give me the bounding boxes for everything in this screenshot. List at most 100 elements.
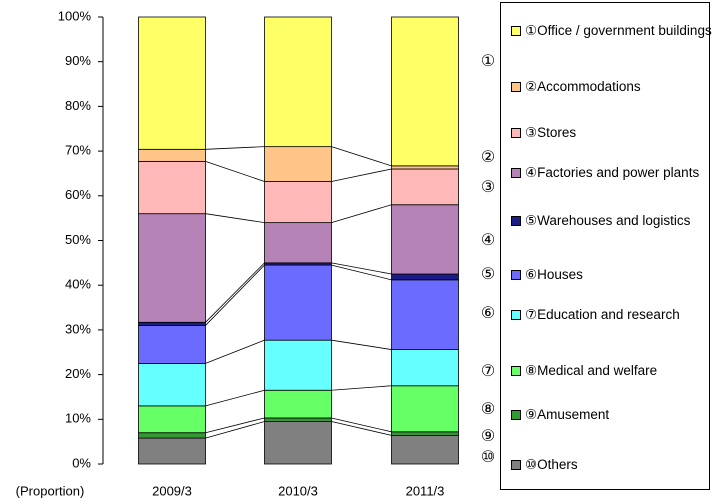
connector (205, 161, 265, 182)
bar-segment (391, 165, 459, 170)
legend-swatch (511, 460, 521, 470)
bar-segment (391, 204, 459, 275)
legend-label: ⑧Medical and welfare (525, 363, 658, 378)
bar-segment (138, 321, 206, 326)
bar-segment (264, 417, 332, 422)
bar-segment (264, 16, 332, 148)
connector (205, 264, 265, 326)
legend-label: ⑥Houses (525, 267, 583, 282)
legend-swatch (511, 310, 521, 320)
y-tick-label: 70% (65, 143, 91, 158)
connector (331, 264, 392, 281)
legend-label: ③Stores (525, 125, 577, 140)
legend-entry: ①Office / government buildings (511, 22, 716, 40)
connector (331, 339, 392, 350)
y-tick-label: 60% (65, 187, 91, 202)
connector (331, 262, 392, 275)
connector (331, 421, 392, 436)
y-tick-label: 30% (65, 321, 91, 336)
series-marker: ① (481, 53, 495, 70)
legend-label: ④Factories and power plants (525, 165, 700, 180)
legend-label: ②Accommodations (525, 79, 641, 94)
x-axis-label: (Proportion) (16, 483, 85, 498)
bar-segment (391, 16, 459, 167)
y-tick-label: 20% (65, 366, 91, 381)
bar-segment (138, 213, 206, 323)
series-marker: ⑦ (481, 363, 495, 380)
bar-segment (138, 405, 206, 434)
bar-segment (264, 146, 332, 182)
bar-segment (264, 389, 332, 419)
legend-swatch (511, 366, 521, 376)
chart: (Proportion) 0% 10% 20% 30% 40% 50% 60% 70% 80% 9… (16, 8, 495, 498)
y-tick-label: 80% (65, 98, 91, 113)
legend-entry: ⑤Warehouses and logistics (511, 212, 716, 230)
series-marker: ⑩ (481, 449, 495, 466)
legend-entry: ⑩Others (511, 456, 716, 474)
bar-segment (391, 168, 459, 206)
legend-entry: ④Factories and power plants (511, 164, 716, 182)
series-marker: ⑤ (481, 266, 495, 283)
y-tick-label: 10% (65, 411, 91, 426)
series-marker: ② (481, 149, 495, 166)
legend-entry: ⑥Houses (511, 266, 716, 284)
legend-entry: ⑧Medical and welfare (511, 362, 716, 380)
x-tick-label: 2010/3 (278, 483, 318, 498)
bar-segment (264, 421, 332, 465)
y-tick-label: 90% (65, 53, 91, 68)
bar-segment (391, 431, 459, 436)
bar-segment (138, 363, 206, 407)
connector (205, 417, 265, 434)
connector (205, 146, 265, 150)
legend-swatch (511, 216, 521, 226)
bar-segment (138, 16, 206, 150)
legend-label: ⑩Others (525, 457, 578, 472)
legend-label: ①Office / government buildings (525, 23, 712, 38)
y-tick-label: 0% (72, 455, 91, 470)
bar-segment (264, 181, 332, 224)
bar-segment (264, 264, 332, 341)
legend-label: ⑨Amusement (525, 407, 610, 422)
connector (205, 262, 265, 323)
legend-swatch (511, 410, 521, 420)
bar-segment (138, 160, 206, 215)
legend: ①Office / government buildings ②Accommoda… (500, 2, 712, 490)
bar-segment (391, 279, 459, 350)
bar-segment (138, 432, 206, 439)
series-marker: ⑥ (481, 305, 495, 322)
bar-segment (264, 339, 332, 391)
bar-segment (391, 385, 459, 433)
series-marker: ③ (481, 179, 495, 196)
x-tick-label: 2011/3 (406, 483, 445, 498)
x-tick-label: 2009/3 (152, 483, 192, 498)
legend-entry: ③Stores (511, 124, 716, 142)
y-tick-label: 100% (58, 8, 92, 23)
connector (205, 213, 265, 224)
connector (205, 421, 265, 439)
bar-segment (138, 148, 206, 162)
connector (331, 146, 392, 167)
connector (205, 339, 265, 364)
y-tick-label: 40% (65, 277, 91, 292)
legend-swatch (511, 270, 521, 280)
series-marker: ⑨ (481, 428, 495, 445)
legend-swatch (511, 26, 521, 36)
legend-entry: ⑨Amusement (511, 406, 716, 424)
series-marker: ④ (481, 232, 495, 249)
y-tick-label: 50% (65, 232, 91, 247)
bar-segment (264, 222, 332, 264)
legend-label: ⑦Education and research (525, 307, 680, 322)
bar-segment (138, 437, 206, 465)
legend-swatch (511, 82, 521, 92)
legend-swatch (511, 128, 521, 138)
connector (331, 168, 392, 182)
legend-label: ⑤Warehouses and logistics (525, 213, 691, 228)
bar-segment (391, 349, 459, 387)
connector (331, 417, 392, 433)
legend-swatch (511, 168, 521, 178)
connector (205, 389, 265, 407)
legend-entry: ⑦Education and research (511, 306, 716, 324)
connector (331, 385, 392, 391)
connector (331, 204, 392, 224)
